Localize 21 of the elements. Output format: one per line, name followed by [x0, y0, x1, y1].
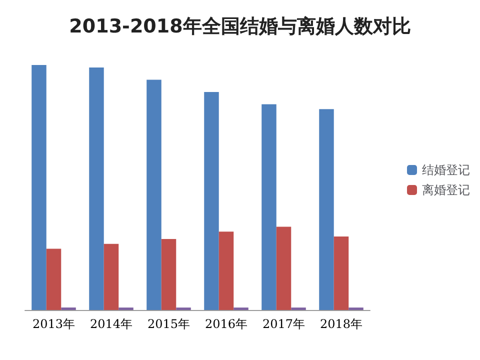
x-tick-label: 2017年: [262, 317, 306, 331]
bar: [46, 248, 62, 310]
bar: [276, 226, 292, 310]
bar: [218, 232, 234, 310]
legend-label: 离婚登记: [422, 183, 470, 197]
bar: [334, 236, 349, 310]
bar: [319, 109, 334, 310]
bar: [204, 92, 219, 310]
x-tick-label: 2018年: [320, 317, 363, 331]
x-tick-label: 2013年: [32, 317, 76, 331]
chart-title: 2013-2018年全国结婚与离婚人数对比: [69, 16, 411, 38]
x-tick-label: 2015年: [147, 317, 190, 331]
bar: [262, 104, 276, 310]
bar: [32, 65, 46, 310]
x-tick-label: 2014年: [90, 317, 133, 331]
x-tick-label: 2016年: [204, 317, 248, 331]
bar: [89, 67, 104, 310]
bar: [146, 80, 162, 310]
legend-label: 结婚登记: [422, 163, 470, 177]
bar: [161, 238, 176, 310]
bar: [104, 244, 119, 310]
